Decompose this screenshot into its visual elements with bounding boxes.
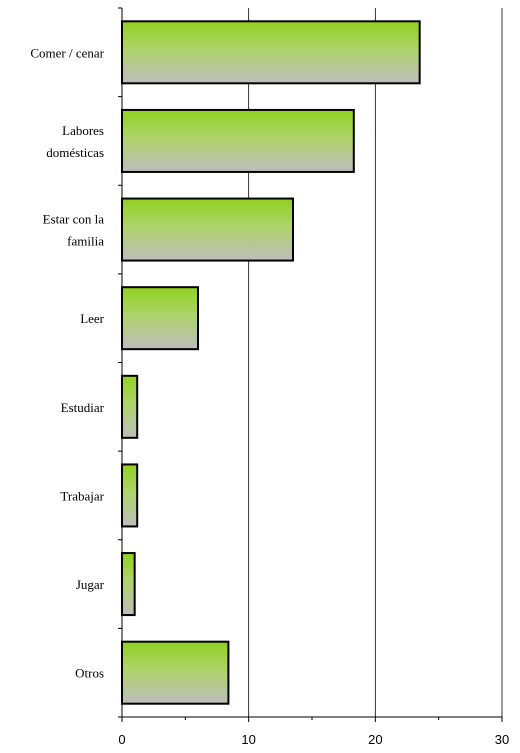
x-tick-label-20: 20 xyxy=(368,732,382,747)
bar-1 xyxy=(121,108,355,173)
category-label-6: Jugar xyxy=(76,577,105,592)
x-tick-label-10: 10 xyxy=(241,732,255,747)
x-tick-label-0: 0 xyxy=(118,732,125,747)
category-label-2: Estar con la familia xyxy=(43,212,105,249)
bar-0 xyxy=(121,20,421,85)
bar-7 xyxy=(121,640,230,705)
bars xyxy=(121,20,421,705)
x-tick-label-30: 30 xyxy=(495,732,509,747)
bar-4 xyxy=(121,374,139,439)
bar-5 xyxy=(121,463,139,528)
category-label-4: Estudiar xyxy=(61,400,105,415)
category-label-7: Otros xyxy=(75,666,104,681)
bar-2 xyxy=(121,197,294,262)
bar-6 xyxy=(121,552,136,617)
axes xyxy=(118,7,503,722)
category-label-1: Labores domésticas xyxy=(46,123,104,160)
labels: 0 10 20 30 Comer / cenar Labores domésticas Est… xyxy=(30,45,509,747)
category-label-3: Leer xyxy=(80,311,104,326)
bar-3 xyxy=(121,286,199,351)
category-label-5: Trabajar xyxy=(60,488,104,503)
category-label-0: Comer / cenar xyxy=(30,45,104,60)
